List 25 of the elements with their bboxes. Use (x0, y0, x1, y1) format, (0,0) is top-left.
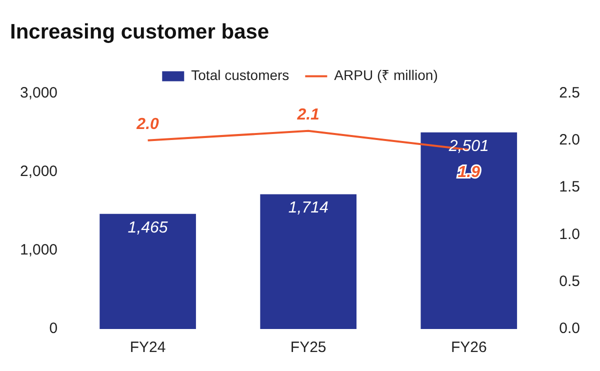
y-tick-label: 0 (49, 320, 58, 338)
y2-tick-label: 1.0 (559, 226, 580, 243)
y-tick-label: 1,000 (20, 242, 58, 259)
y-tick-label: 2,000 (20, 162, 58, 180)
y2-tick-label: 0.0 (559, 320, 580, 338)
y2-tick-label: 2.5 (559, 84, 580, 102)
y2-tick-label: 2.0 (559, 132, 580, 148)
data-label: 2.1 (296, 106, 320, 124)
x-tick-label: FY24 (130, 339, 166, 356)
bar (420, 132, 518, 329)
chart-title: Increasing customer base (10, 20, 270, 44)
x-tick-label: FY25 (290, 339, 326, 356)
data-label: 1,714 (288, 200, 328, 217)
data-label: 1.9 (458, 164, 480, 181)
y-tick-label: 3,000 (20, 84, 58, 102)
legend-label: ARPU (₹ million) (334, 67, 438, 84)
y2-tick-label: 1.5 (559, 178, 580, 196)
bar (260, 194, 357, 329)
bar (100, 214, 196, 329)
legend-label: Total customers (191, 67, 290, 84)
data-label: 1,465 (128, 219, 168, 236)
x-tick-label: FY26 (450, 339, 487, 356)
y2-tick-label: 0.5 (559, 272, 580, 290)
data-label: 2,501 (448, 138, 489, 155)
data-label: 2.0 (136, 116, 160, 133)
